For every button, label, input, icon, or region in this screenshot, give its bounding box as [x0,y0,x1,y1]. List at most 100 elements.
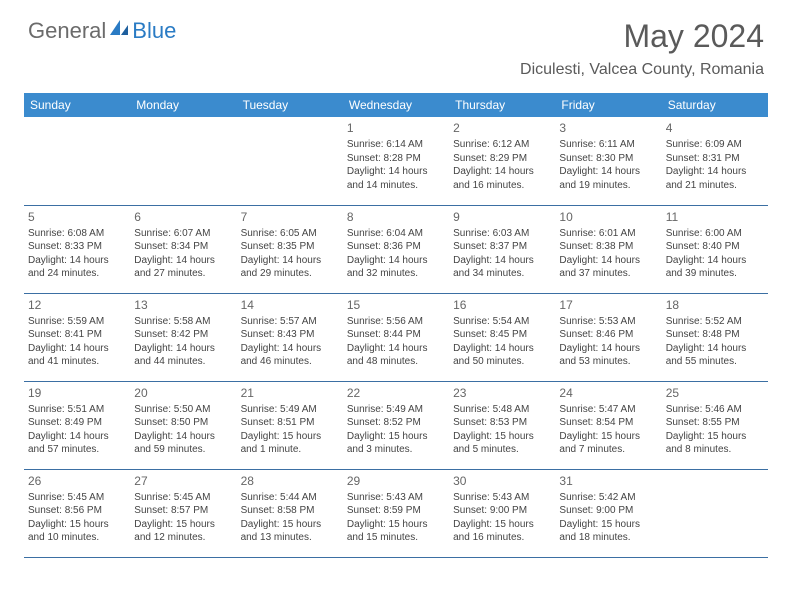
day-header: Friday [555,93,661,117]
title-block: May 2024 Diculesti, Valcea County, Roman… [520,18,764,79]
daylight-line-2: and 7 minutes. [559,443,657,457]
daylight-line-1: Daylight: 15 hours [453,518,551,532]
day-header: Sunday [24,93,130,117]
calendar-day-cell: 11Sunrise: 6:00 AMSunset: 8:40 PMDayligh… [662,205,768,293]
day-number: 30 [453,473,551,489]
sunrise-line: Sunrise: 6:03 AM [453,227,551,241]
sunset-line: Sunset: 8:58 PM [241,504,339,518]
daylight-line-2: and 53 minutes. [559,355,657,369]
day-number: 24 [559,385,657,401]
sunset-line: Sunset: 8:28 PM [347,152,445,166]
day-number: 18 [666,297,764,313]
daylight-line-2: and 15 minutes. [347,531,445,545]
daylight-line-2: and 16 minutes. [453,179,551,193]
day-number: 29 [347,473,445,489]
daylight-line-1: Daylight: 14 hours [134,342,232,356]
sunrise-line: Sunrise: 5:52 AM [666,315,764,329]
sunset-line: Sunset: 8:35 PM [241,240,339,254]
sunset-line: Sunset: 9:00 PM [453,504,551,518]
sunset-line: Sunset: 8:54 PM [559,416,657,430]
logo-text-blue: Blue [132,18,176,44]
day-number: 11 [666,209,764,225]
calendar-day-cell: 29Sunrise: 5:43 AMSunset: 8:59 PMDayligh… [343,469,449,557]
sunset-line: Sunset: 8:43 PM [241,328,339,342]
calendar-week-row: 19Sunrise: 5:51 AMSunset: 8:49 PMDayligh… [24,381,768,469]
calendar-day-cell: 21Sunrise: 5:49 AMSunset: 8:51 PMDayligh… [237,381,343,469]
logo: General Blue [28,18,176,44]
daylight-line-1: Daylight: 14 hours [28,254,126,268]
calendar-day-cell: 9Sunrise: 6:03 AMSunset: 8:37 PMDaylight… [449,205,555,293]
day-header: Thursday [449,93,555,117]
sunset-line: Sunset: 8:57 PM [134,504,232,518]
daylight-line-2: and 13 minutes. [241,531,339,545]
daylight-line-2: and 34 minutes. [453,267,551,281]
sunset-line: Sunset: 8:49 PM [28,416,126,430]
sunset-line: Sunset: 8:30 PM [559,152,657,166]
calendar-day-cell: 18Sunrise: 5:52 AMSunset: 8:48 PMDayligh… [662,293,768,381]
day-number: 4 [666,120,764,136]
calendar-week-row: 26Sunrise: 5:45 AMSunset: 8:56 PMDayligh… [24,469,768,557]
daylight-line-2: and 32 minutes. [347,267,445,281]
sunrise-line: Sunrise: 5:58 AM [134,315,232,329]
sunset-line: Sunset: 8:40 PM [666,240,764,254]
day-header: Saturday [662,93,768,117]
calendar-table: SundayMondayTuesdayWednesdayThursdayFrid… [24,93,768,558]
daylight-line-2: and 41 minutes. [28,355,126,369]
sunrise-line: Sunrise: 5:48 AM [453,403,551,417]
day-number: 14 [241,297,339,313]
day-number: 2 [453,120,551,136]
sunset-line: Sunset: 8:45 PM [453,328,551,342]
calendar-day-cell: 24Sunrise: 5:47 AMSunset: 8:54 PMDayligh… [555,381,661,469]
calendar-day-cell: 17Sunrise: 5:53 AMSunset: 8:46 PMDayligh… [555,293,661,381]
day-number: 31 [559,473,657,489]
sunrise-line: Sunrise: 5:45 AM [28,491,126,505]
sunset-line: Sunset: 8:42 PM [134,328,232,342]
calendar-week-row: 5Sunrise: 6:08 AMSunset: 8:33 PMDaylight… [24,205,768,293]
sunrise-line: Sunrise: 5:59 AM [28,315,126,329]
sunset-line: Sunset: 8:31 PM [666,152,764,166]
daylight-line-1: Daylight: 15 hours [453,430,551,444]
daylight-line-2: and 14 minutes. [347,179,445,193]
location-text: Diculesti, Valcea County, Romania [520,61,764,79]
day-number: 16 [453,297,551,313]
daylight-line-2: and 8 minutes. [666,443,764,457]
day-number: 15 [347,297,445,313]
calendar-day-cell: 10Sunrise: 6:01 AMSunset: 8:38 PMDayligh… [555,205,661,293]
daylight-line-1: Daylight: 14 hours [134,430,232,444]
daylight-line-1: Daylight: 15 hours [559,518,657,532]
daylight-line-1: Daylight: 15 hours [28,518,126,532]
day-number: 26 [28,473,126,489]
daylight-line-1: Daylight: 15 hours [134,518,232,532]
sunrise-line: Sunrise: 5:43 AM [347,491,445,505]
daylight-line-1: Daylight: 15 hours [241,518,339,532]
daylight-line-2: and 59 minutes. [134,443,232,457]
daylight-line-2: and 46 minutes. [241,355,339,369]
calendar-day-cell: 26Sunrise: 5:45 AMSunset: 8:56 PMDayligh… [24,469,130,557]
sunrise-line: Sunrise: 5:56 AM [347,315,445,329]
sunrise-line: Sunrise: 5:50 AM [134,403,232,417]
day-number: 12 [28,297,126,313]
sunrise-line: Sunrise: 5:45 AM [134,491,232,505]
sunset-line: Sunset: 8:38 PM [559,240,657,254]
sunrise-line: Sunrise: 6:11 AM [559,138,657,152]
daylight-line-1: Daylight: 14 hours [347,165,445,179]
calendar-day-cell: 16Sunrise: 5:54 AMSunset: 8:45 PMDayligh… [449,293,555,381]
sunrise-line: Sunrise: 6:04 AM [347,227,445,241]
sunset-line: Sunset: 8:59 PM [347,504,445,518]
daylight-line-1: Daylight: 14 hours [28,430,126,444]
month-title: May 2024 [520,18,764,55]
daylight-line-1: Daylight: 15 hours [666,430,764,444]
sunset-line: Sunset: 8:52 PM [347,416,445,430]
sunrise-line: Sunrise: 6:01 AM [559,227,657,241]
day-number: 27 [134,473,232,489]
calendar-day-cell: 22Sunrise: 5:49 AMSunset: 8:52 PMDayligh… [343,381,449,469]
calendar-day-cell [24,117,130,205]
sunrise-line: Sunrise: 6:12 AM [453,138,551,152]
calendar-day-cell: 31Sunrise: 5:42 AMSunset: 9:00 PMDayligh… [555,469,661,557]
daylight-line-2: and 48 minutes. [347,355,445,369]
sunrise-line: Sunrise: 6:07 AM [134,227,232,241]
day-number: 3 [559,120,657,136]
calendar-body: 1Sunrise: 6:14 AMSunset: 8:28 PMDaylight… [24,117,768,557]
calendar-week-row: 12Sunrise: 5:59 AMSunset: 8:41 PMDayligh… [24,293,768,381]
day-number: 19 [28,385,126,401]
